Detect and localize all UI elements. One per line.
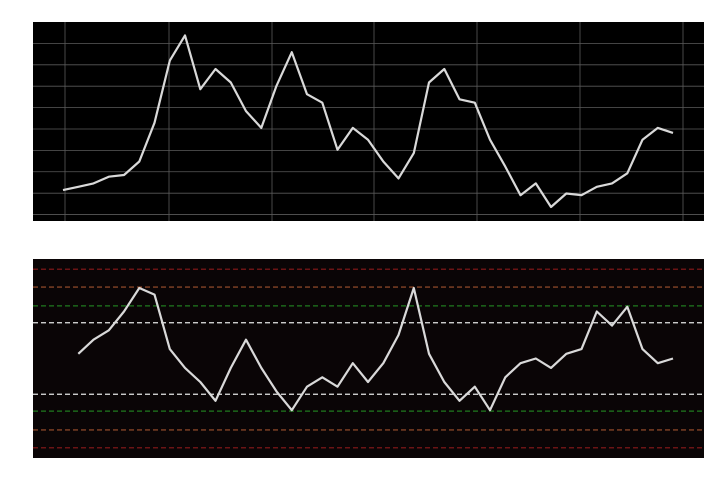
price-panel-background	[33, 22, 704, 221]
oscillator-panel-background	[33, 259, 704, 458]
price-series-line	[62, 34, 674, 209]
oscillator-panel	[33, 259, 704, 458]
price-panel	[33, 22, 704, 221]
oscillator-series-line	[77, 286, 674, 412]
price-gridlines	[33, 22, 704, 221]
